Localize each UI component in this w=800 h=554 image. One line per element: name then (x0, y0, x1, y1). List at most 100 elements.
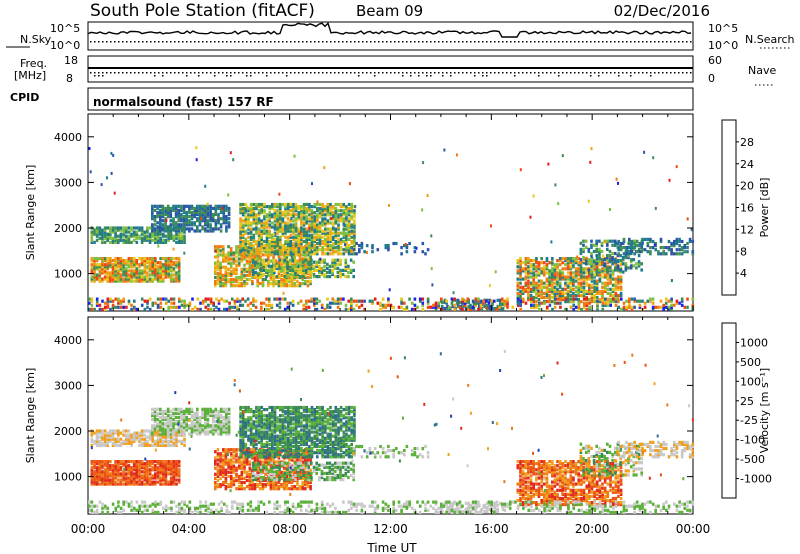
power-cell (211, 227, 215, 231)
velocity-cell (172, 478, 176, 482)
power-cell (294, 207, 298, 211)
power-cell (324, 229, 327, 233)
nave-dot (534, 72, 536, 74)
power-cell (334, 207, 338, 211)
velocity-cell (164, 474, 168, 478)
power-cell (262, 272, 265, 277)
power-cell (569, 257, 573, 261)
power-cell (561, 267, 565, 271)
velocity-cell (164, 478, 168, 482)
power-cell (353, 211, 356, 215)
power-cell (304, 260, 308, 264)
power-cell (281, 211, 285, 215)
power-cell (299, 266, 303, 270)
power-cell (260, 241, 263, 246)
power-cell (527, 273, 530, 277)
power-cell (289, 202, 293, 207)
velocity-cell (132, 476, 136, 480)
power-cell (265, 303, 268, 307)
power-cell (114, 305, 118, 309)
velocity-cell (146, 468, 149, 472)
power-cell (622, 237, 626, 241)
power-cell (535, 285, 538, 289)
power-cell (109, 230, 112, 234)
power-cell (90, 277, 94, 281)
nave-dot (306, 72, 308, 74)
velocity-cell (93, 466, 96, 470)
power-cell (326, 252, 330, 256)
velocity-cell (93, 460, 96, 464)
power-cell (239, 227, 242, 231)
nave-dot (406, 72, 408, 74)
nave-dot (290, 72, 292, 74)
power-cell (214, 245, 217, 249)
velocity-cell (161, 413, 165, 418)
power-cell (345, 207, 348, 211)
power-cell (535, 267, 538, 271)
power-cell (239, 244, 242, 248)
power-cell (397, 305, 401, 309)
power-cell (540, 293, 543, 298)
power-cell (535, 295, 538, 300)
power-cell (122, 230, 125, 234)
power-cell (292, 248, 295, 252)
nave-tick-top: 60 (708, 54, 722, 67)
power-cell (499, 298, 502, 302)
power-cell (151, 261, 154, 265)
power-cell (384, 305, 388, 309)
power-cell (628, 241, 631, 246)
power-noise-cell (112, 153, 115, 157)
nave-dot-low (402, 75, 404, 77)
power-cell (114, 261, 117, 265)
velocity-cell (111, 433, 115, 437)
power-cell (101, 259, 104, 263)
power-cell (532, 271, 535, 275)
power-cell (590, 243, 593, 247)
power-cell (290, 282, 294, 286)
power-cell (640, 243, 643, 247)
power-cell (341, 272, 345, 277)
velocity-cell (146, 478, 149, 482)
velocity-cell (177, 478, 181, 482)
power-cell (619, 263, 623, 267)
power-cell (569, 275, 573, 279)
velocity-cell (159, 478, 162, 482)
search-noise-dot (470, 41, 472, 43)
power-cell (662, 252, 665, 256)
power-noise-cell (421, 208, 424, 212)
power-cell (248, 257, 252, 261)
power-cell (614, 243, 617, 247)
power-cell (529, 269, 533, 273)
power-cell (132, 279, 136, 283)
power-cell (267, 260, 271, 264)
power-cell (117, 271, 120, 275)
power-cell (350, 241, 353, 246)
search-noise-dot (546, 41, 548, 43)
search-noise-dot (186, 41, 188, 43)
power-cell (551, 289, 554, 293)
power-cell (318, 209, 322, 213)
power-noise-cell (653, 243, 656, 247)
search-noise-dot (326, 41, 328, 43)
power-cell (329, 235, 332, 239)
velocity-cell (156, 411, 159, 415)
power-cell (280, 280, 283, 284)
power-cell (665, 246, 668, 250)
power-noise-cell (311, 182, 313, 186)
velocity-cell (148, 462, 152, 466)
power-cell (297, 235, 301, 239)
power-cell (678, 248, 681, 252)
power-cell (580, 285, 583, 289)
search-noise-dot (190, 41, 192, 43)
power-cell (289, 244, 293, 248)
power-cell (279, 221, 282, 225)
search-noise-dot (650, 41, 652, 43)
power-cell (350, 305, 353, 309)
power-cell (240, 277, 244, 282)
power-cell (209, 223, 212, 227)
power-cell (609, 281, 612, 285)
power-cell (519, 301, 522, 305)
velocity-cell (151, 476, 154, 480)
power-cell (572, 283, 575, 287)
power-cell (294, 219, 298, 223)
